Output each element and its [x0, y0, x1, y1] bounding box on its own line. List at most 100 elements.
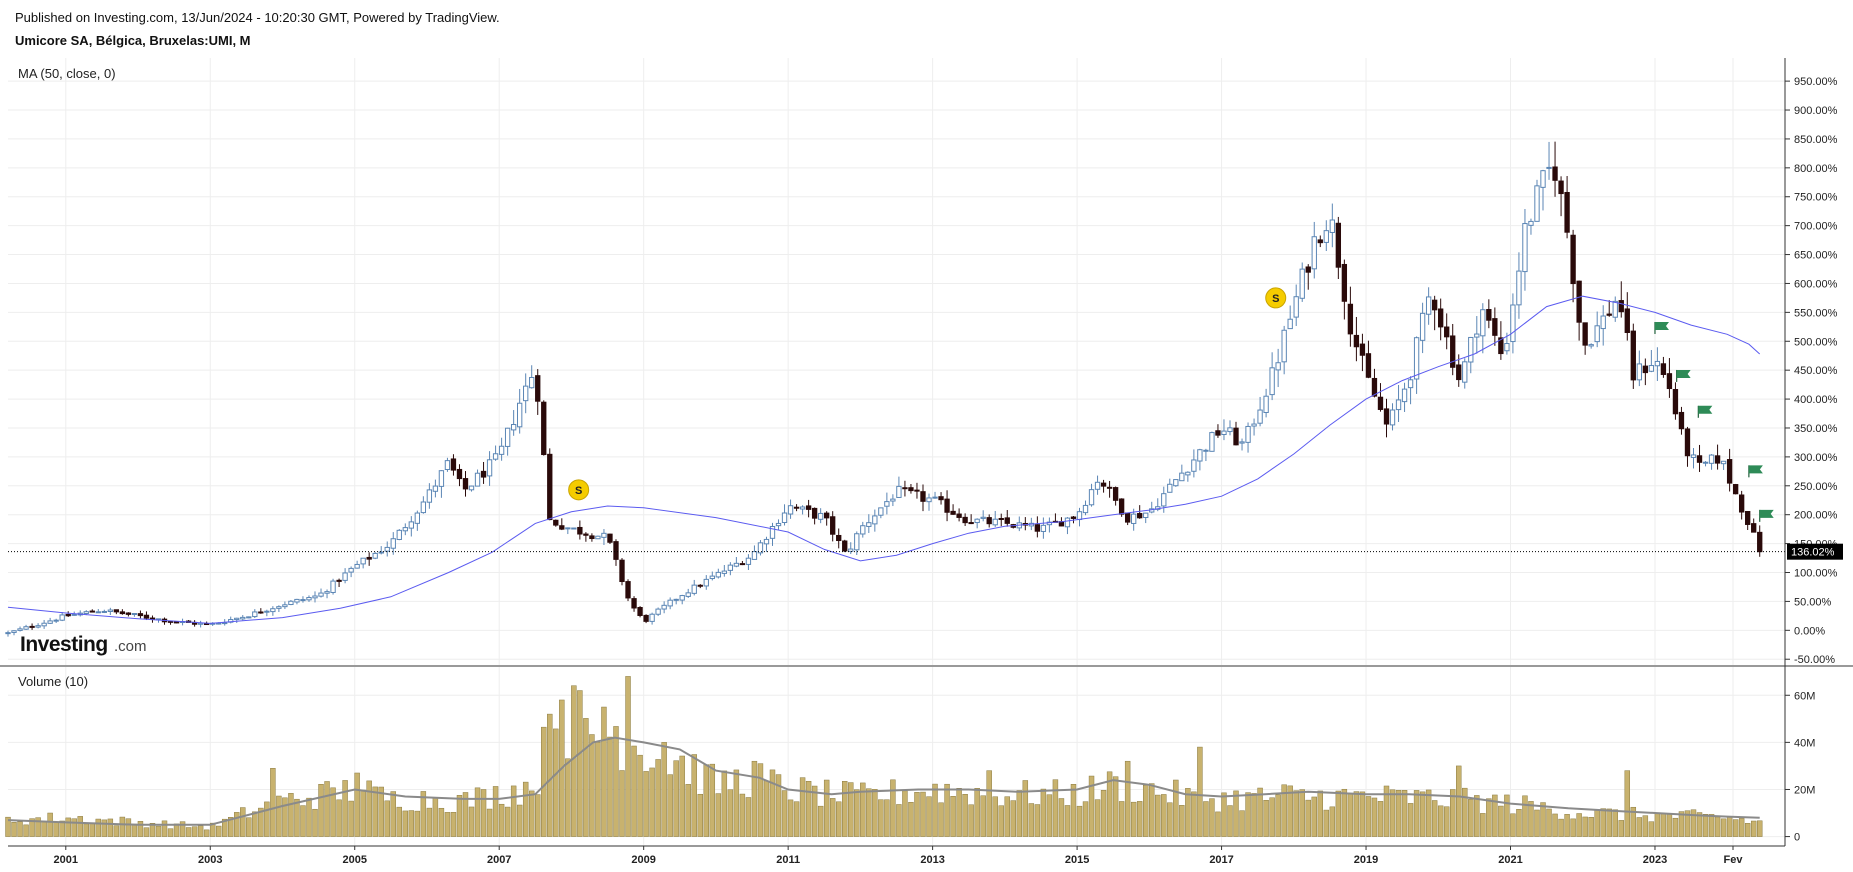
- published-caption: Published on Investing.com, 13/Jun/2024 …: [15, 10, 500, 25]
- volume-bar: [1221, 792, 1227, 837]
- candle-body: [769, 526, 776, 539]
- volume-bar: [1100, 790, 1107, 837]
- candle-body: [517, 402, 523, 428]
- candle-body: [1094, 481, 1101, 490]
- candle-body: [414, 512, 421, 524]
- candle-body: [1137, 513, 1143, 519]
- price-ma-line: [7, 295, 1785, 624]
- volume-bar: [1401, 790, 1408, 837]
- candle-body: [510, 424, 517, 431]
- volume-bar: [1233, 790, 1239, 837]
- candle-body: [1624, 308, 1630, 333]
- volume-bar: [1594, 809, 1600, 837]
- price-tick-label: 500.00%: [1794, 336, 1838, 348]
- price-tick-label: 800.00%: [1794, 163, 1838, 175]
- candle-body: [1419, 312, 1426, 341]
- volume-bar: [1425, 789, 1432, 837]
- volume-bar: [155, 825, 162, 837]
- volume-bar: [1546, 808, 1552, 837]
- candle-body: [444, 460, 451, 470]
- volume-bar: [474, 787, 481, 837]
- volume-bar: [932, 783, 938, 837]
- volume-bar: [1052, 779, 1059, 837]
- volume-bar: [1124, 760, 1131, 837]
- flag-icon: [1698, 405, 1713, 414]
- candle-body: [282, 604, 288, 608]
- volume-bar: [221, 818, 228, 837]
- price-grid: [8, 58, 1785, 665]
- candle-body: [613, 541, 619, 560]
- candle-body: [1173, 479, 1179, 487]
- volume-bar: [209, 822, 216, 837]
- candle-body: [378, 551, 384, 554]
- candle-body: [240, 616, 246, 620]
- candle-body: [529, 376, 535, 389]
- volume-bar: [1738, 818, 1745, 837]
- candle-body: [1618, 300, 1624, 313]
- candle-body: [1582, 322, 1588, 346]
- price-tick-label: 400.00%: [1794, 394, 1838, 406]
- candle-body: [1221, 430, 1227, 435]
- volume-bar: [450, 812, 457, 837]
- volume-bar: [607, 736, 613, 837]
- candle-body: [312, 595, 318, 599]
- event-markers[interactable]: SS: [568, 287, 1774, 522]
- candle-body: [860, 525, 866, 535]
- candle-body: [1425, 296, 1432, 315]
- candle-body: [577, 526, 583, 535]
- volume-bar: [956, 788, 962, 837]
- volume-bar: [1456, 765, 1462, 837]
- x-tick-label: 2005: [342, 854, 366, 866]
- candle-body: [631, 598, 637, 609]
- candle-body: [781, 512, 788, 524]
- volume-bar: [673, 760, 679, 837]
- candle-body: [1269, 367, 1275, 396]
- volume-bar: [1642, 815, 1649, 837]
- volume-bar: [1173, 779, 1179, 837]
- volume-bar: [829, 798, 836, 837]
- volume-bar: [324, 781, 330, 837]
- volume-bar: [1130, 801, 1137, 837]
- candle-body: [1534, 185, 1540, 222]
- volume-bar: [709, 763, 716, 837]
- candle-body: [1088, 489, 1095, 506]
- volume-bar: [1522, 795, 1528, 837]
- volume-bar: [565, 758, 571, 837]
- volume-bar: [1582, 816, 1588, 837]
- candle-body: [1263, 395, 1269, 414]
- candle-body: [504, 427, 511, 447]
- volume-bar: [1534, 809, 1540, 837]
- candle-body: [805, 505, 812, 510]
- volume-bar: [1678, 811, 1685, 837]
- candle-body: [41, 622, 47, 627]
- candle-body: [547, 453, 553, 521]
- candle-body: [625, 581, 631, 599]
- volume-bar: [775, 774, 782, 837]
- candle-body: [691, 584, 697, 594]
- volume-bar: [516, 804, 523, 837]
- candle-body: [276, 606, 282, 609]
- volume-bar: [402, 810, 409, 837]
- x-tick-label: 2017: [1209, 854, 1233, 866]
- price-ma-path: [7, 295, 1761, 624]
- volume-bar: [950, 796, 956, 837]
- volume-bar: [1498, 805, 1504, 837]
- candle-body: [799, 506, 806, 510]
- price-tick-label: 200.00%: [1794, 510, 1838, 522]
- volume-bar: [1437, 805, 1444, 837]
- x-tick-label: 2011: [776, 854, 800, 866]
- candle-body: [1311, 236, 1317, 270]
- volume-bar: [173, 823, 180, 837]
- x-tick-label: 2007: [487, 854, 511, 866]
- volume-bar: [1744, 823, 1751, 837]
- candle-body: [330, 580, 336, 593]
- volume-bar: [763, 780, 770, 837]
- volume-bar: [1395, 789, 1402, 837]
- candle-body: [1353, 334, 1360, 348]
- price-tick-label: 350.00%: [1794, 423, 1838, 435]
- candle-body: [589, 535, 595, 540]
- volume-bar: [1070, 784, 1077, 837]
- volume-bar: [1570, 818, 1576, 837]
- volume-bar: [348, 800, 354, 837]
